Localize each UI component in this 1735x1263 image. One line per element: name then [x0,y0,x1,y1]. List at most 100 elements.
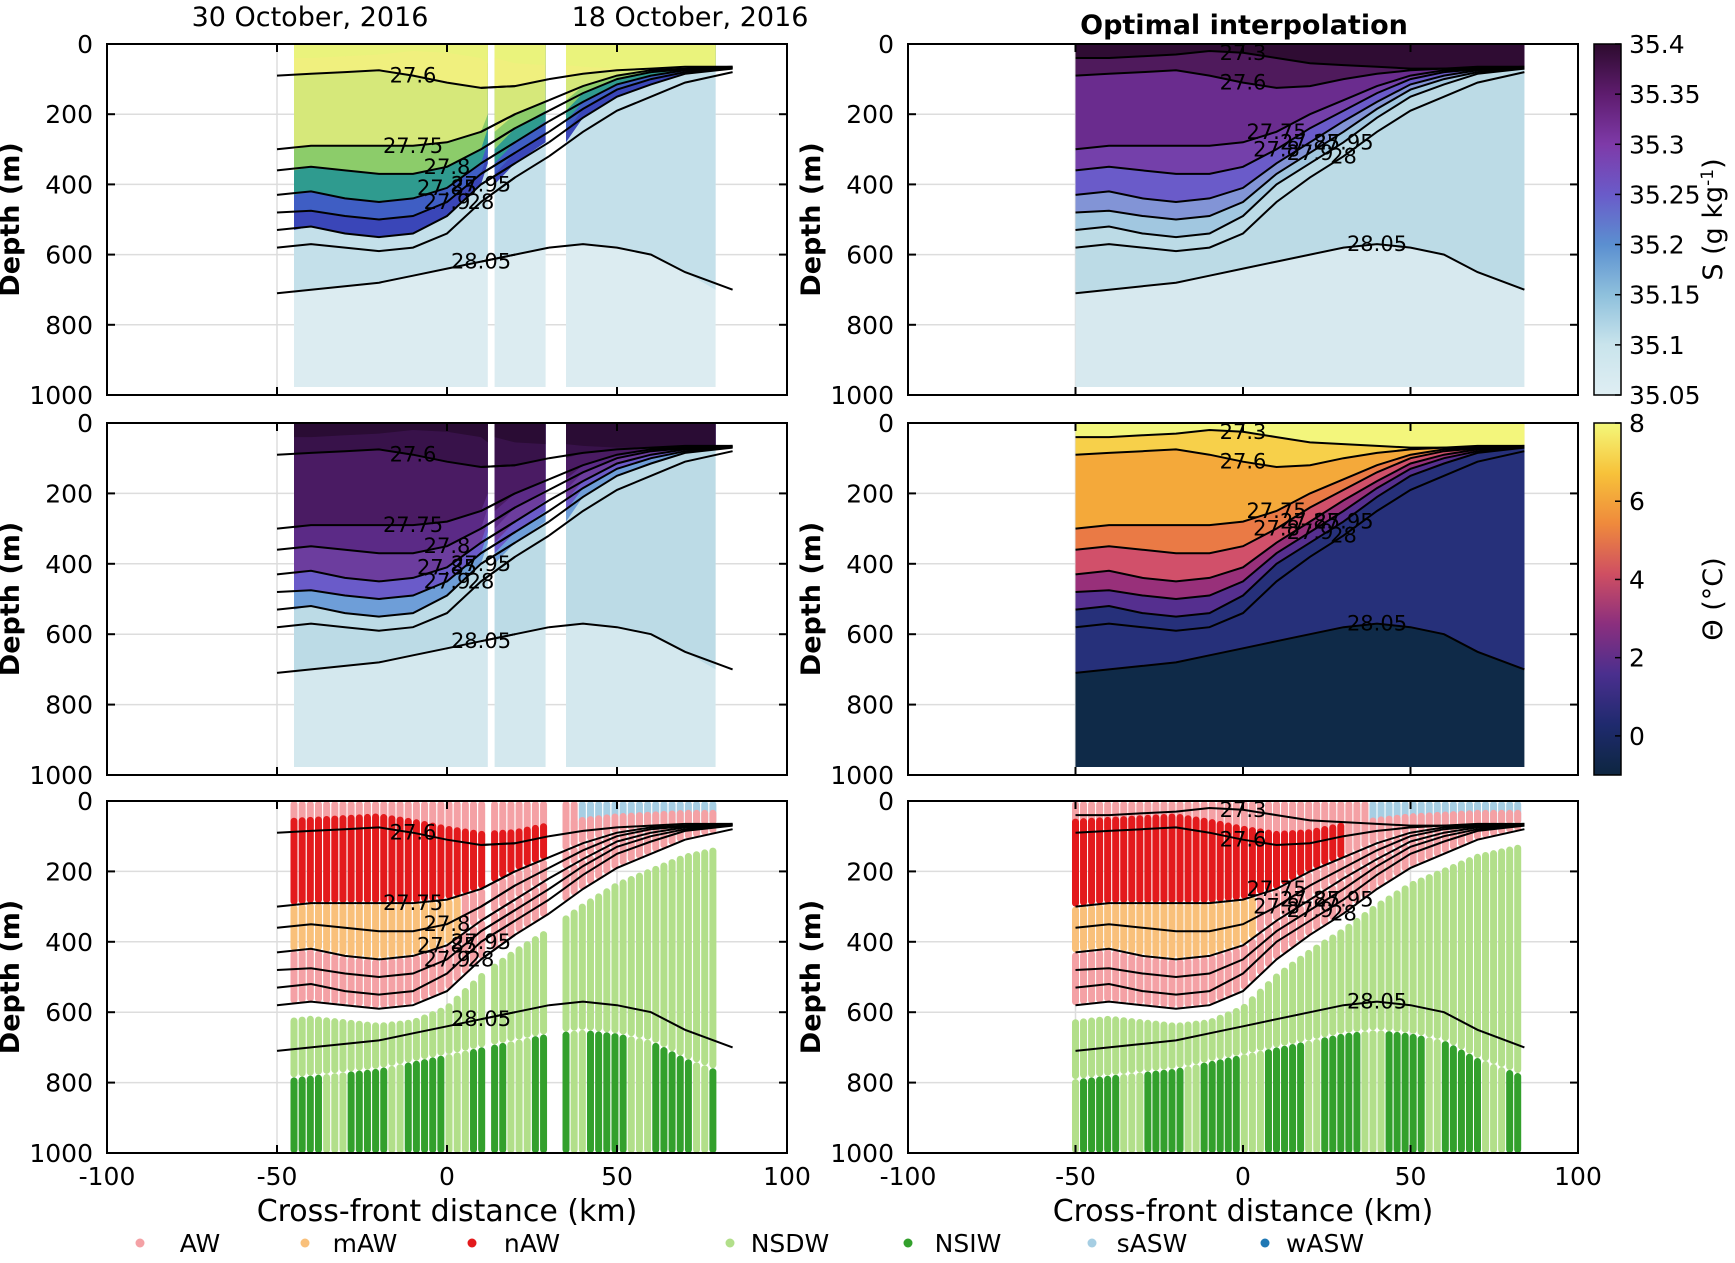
water-mass-column [339,903,347,956]
water-mass-column [1200,903,1208,957]
water-mass-column [611,883,619,1034]
water-mass-column [290,904,298,951]
water-mass-column [709,809,717,825]
isopycnal-28.05 [1075,243,1525,295]
y-tick-label: 200 [45,479,93,508]
water-mass-column [1160,813,1168,904]
water-mass-column [1136,955,1144,1005]
water-mass-column [1200,1019,1208,1063]
water-mass-column [1208,902,1216,956]
water-mass-column [709,847,717,1069]
salinity-field-layer [294,44,488,64]
water-mass-column [1248,1052,1256,1153]
isopycnal-label: 27.95 [451,172,511,196]
y-tick-label: 400 [45,928,93,957]
water-mass-column [1465,857,1473,1054]
water-mass-column [306,1015,314,1076]
water-mass-column [461,893,469,933]
colorbars: 35.4 35.35 35.3 35.25 35.2 35.15 35.1 35.05 S (g… [1593,30,1729,776]
water-mass-column [461,1050,469,1153]
water-mass-column [372,1022,380,1069]
water-mass-column [1345,1032,1353,1153]
water-mass-column [693,1062,701,1153]
water-mass-column [1393,890,1401,1032]
water-mass-column [404,903,412,957]
water-mass-column [1152,814,1160,904]
water-mass-column [1216,952,1224,1001]
water-mass-column [412,819,420,903]
water-mass-column [1200,956,1208,1006]
water-mass-column [412,1017,420,1061]
isopycnal-27.85 [276,141,516,204]
isopycnal-27.9 [1075,823,1525,979]
isopycnal-label: 27.75 [383,513,443,537]
water-mass-column [1096,817,1104,905]
water-mass-column [523,941,531,1038]
isopycnal-28 [548,828,733,915]
isopycnal-label: 28 [468,569,495,593]
y-axis-label: Depth (m) [796,522,827,676]
water-mass-column [627,1036,635,1153]
water-mass-column [1369,906,1377,1031]
colorbar-tick-label: 35.35 [1629,80,1701,109]
water-mass-column [323,952,331,1004]
water-mass-column [421,820,429,902]
water-mass-column [1080,1078,1088,1153]
colorbar-tick-label: 8 [1629,409,1645,438]
x-tick-label: -100 [79,1162,136,1191]
water-mass-column [1377,900,1385,1031]
water-mass-column [1409,880,1417,1034]
water-mass-column [1337,822,1345,859]
water-mass-column [1498,1067,1506,1153]
water-mass-column [363,958,371,1008]
x-tick-label: 50 [601,1162,633,1191]
y-tick-label: 1000 [29,761,93,790]
isopycnal-27.6 [1075,822,1525,847]
legend-item-sASW: sASW [1087,1229,1187,1258]
water-mass-column [1240,825,1248,900]
water-mass-column [1329,824,1337,862]
isopycnal-28 [1075,450,1525,632]
isopycnal-27.6 [548,444,733,460]
water-mass-column [1192,1064,1200,1153]
water-mass-column [1401,1032,1409,1153]
temperature-field-layer [494,423,546,445]
water-mass-column [298,1016,306,1077]
water-mass-column [1088,1077,1096,1153]
water-mass-column [1377,816,1385,842]
water-mass-column [1136,815,1144,904]
water-mass-column [445,898,453,944]
water-mass-column [1441,832,1449,854]
y-tick-label: 600 [45,998,93,1027]
water-mass-column [491,830,499,882]
water-mass-column [404,956,412,1006]
legend-item-AW: AW [135,1229,220,1258]
isopycnal-label: 27.95 [451,930,511,954]
isopycnal-27.9 [480,130,550,175]
water-mass-column [1112,903,1120,951]
water-mass-column [562,915,570,1032]
water-mass-column [562,819,570,851]
water-mass-column [531,886,539,923]
water-mass-column [1112,1074,1120,1153]
water-mass-column [1144,1019,1152,1072]
water-mass-column [1264,1049,1272,1153]
isopycnal-27.9 [276,151,516,221]
isopycnal-27.6 [1075,444,1525,469]
isopycnal-27.85 [1075,445,1525,583]
water-mass-column [668,829,676,846]
water-mass-column [635,872,643,1038]
y-tick-label: 200 [846,479,894,508]
water-mass-column [1232,824,1240,901]
water-mass-column [595,815,603,839]
water-mass-column [347,1071,355,1153]
water-mass-column [1289,961,1297,1045]
isopycnal-label: 28 [1330,902,1357,926]
isopycnal-27.8 [1075,66,1525,175]
water-mass-column [437,900,445,948]
water-mass-column [1297,1042,1305,1153]
isopycnal-27.85 [548,66,733,123]
water-mass-column [1192,957,1200,1007]
water-mass-column [347,956,355,1006]
isopycnal-27.6 [480,78,550,89]
